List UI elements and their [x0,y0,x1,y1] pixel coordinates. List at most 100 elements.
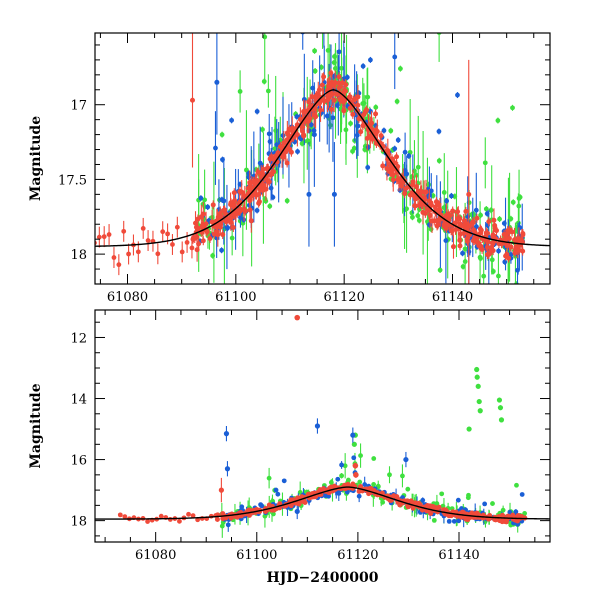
red-point [281,154,287,160]
red-point [485,244,491,250]
red-point [117,512,123,518]
red-point [461,223,467,229]
red-point [190,513,196,518]
blue-point [213,145,218,151]
blue-point [392,146,398,152]
blue-point [259,503,265,509]
red-point [429,218,435,224]
blue-point [322,24,327,29]
red-point [160,229,166,235]
red-point [255,169,261,175]
red-point [158,513,164,519]
green-point [496,273,501,279]
green-point [490,501,495,506]
red-point [237,189,243,195]
red-point [266,179,272,185]
red-point [485,239,491,245]
green-point [332,54,337,59]
blue-point [444,198,450,204]
red-point [337,97,343,103]
red-point [325,93,331,99]
blue-point [362,482,368,487]
red-point [505,513,511,519]
blue-point [273,487,279,493]
green-point [219,523,225,529]
x-axis-label: HJD−2400000 [267,570,379,586]
blue-point [508,252,514,257]
blue-point [515,267,520,273]
blue-point [443,238,449,244]
red-point [378,133,384,139]
green-point [510,199,516,205]
red-point [512,250,518,256]
red-point [418,189,424,195]
blue-point [229,117,235,123]
blue-point [301,97,307,102]
y-axis-label: Magnitude [28,383,44,468]
green-point [354,5,359,10]
green-point [500,507,506,513]
green-point [388,128,394,134]
red-point [140,225,146,231]
green-point [415,164,421,170]
green-point [441,205,447,211]
green-point [483,206,489,212]
red-point [288,503,294,509]
red-point [446,513,452,519]
red-point [356,488,362,494]
red-point [435,217,441,223]
red-point [155,251,161,257]
x-tick-label: 61080 [107,290,148,305]
red-point [355,94,361,100]
green-point [490,268,496,274]
red-point [256,199,262,205]
red-point [420,209,426,215]
green-point [510,105,515,111]
green-point [496,397,503,403]
red-point [247,207,253,213]
green-point [474,374,480,380]
green-point [460,264,466,270]
red-point [220,511,226,517]
blue-point [205,204,211,210]
red-point [453,220,459,226]
y-tick-label: 17 [70,99,87,114]
blue-point [513,509,519,515]
red-point [96,234,102,240]
blue-point [330,115,336,121]
red-point [412,196,418,202]
red-point [520,231,526,237]
green-point [358,453,363,459]
red-point [355,102,361,108]
plot-frame [94,309,551,543]
red-point [301,132,307,138]
red-point [331,97,337,103]
blue-point [404,171,410,177]
green-point [331,60,337,65]
blue-point [254,109,260,114]
red-point [336,85,342,91]
green-point [508,216,514,222]
blue-point [455,497,461,503]
red-point [408,498,414,504]
red-point [373,111,379,117]
red-point [458,231,464,237]
blue-point [214,79,220,85]
red-point [126,251,131,257]
blue-point [456,518,462,524]
red-point [111,255,117,260]
red-point [307,103,313,109]
blue-point [239,504,245,510]
green-point [488,207,494,213]
green-point [474,366,480,373]
y-tick-label: 16 [70,454,87,469]
blue-point [339,462,344,468]
red-point [478,230,484,236]
blue-point [350,432,356,438]
blue-point [308,122,314,128]
green-point [267,203,273,209]
green-point [373,104,379,110]
green-point [398,66,403,72]
red-point [503,253,509,259]
axis-ticks [95,33,550,285]
